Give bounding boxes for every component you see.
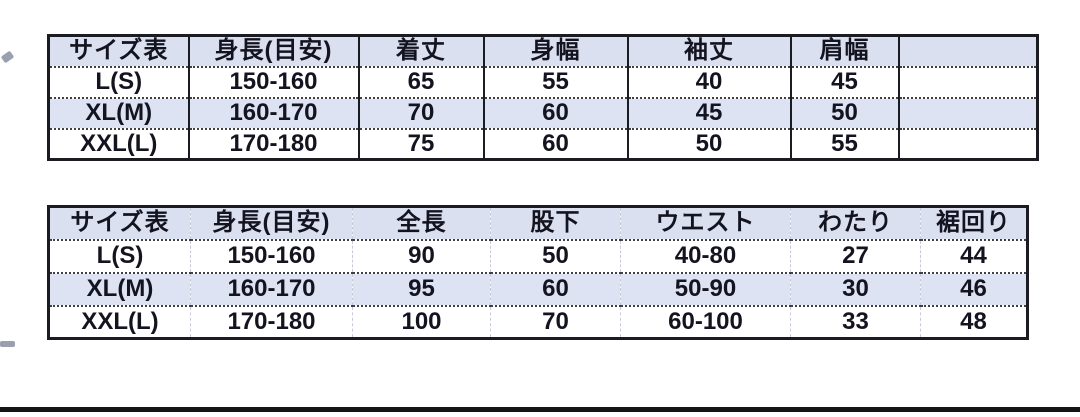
size-cell: L(S) [48, 65, 189, 98]
header-cell-shoulder-width: 肩幅 [789, 35, 899, 67]
value-cell: 75 [357, 127, 484, 160]
header-cell-hem: 裾回り [920, 206, 1028, 240]
value-cell: 65 [357, 65, 484, 98]
value-cell: 60 [482, 127, 628, 160]
header-cell-thigh: わたり [790, 206, 921, 240]
empty-cell [897, 127, 1038, 160]
table-row: XL(M) 160-170 70 60 45 50 [48, 96, 1038, 129]
size-cell: XXL(L) [48, 127, 189, 160]
header-cell-size: サイズ表 [70, 209, 170, 237]
value-cell: 170-180 [190, 304, 353, 339]
scan-artifact [0, 341, 15, 347]
value-cell: 170-180 [187, 127, 359, 160]
header-cell-empty [897, 35, 1038, 67]
header-cell-body-width: 身幅 [482, 35, 628, 67]
table-header-row: サイズ表 身長(目安) 着丈 身幅 袖丈 肩幅 [48, 35, 1038, 67]
value-cell: 60 [490, 271, 621, 306]
value-cell: 70 [357, 96, 484, 129]
table-row: XL(M) 160-170 95 60 50-90 30 46 [48, 271, 1028, 306]
value-cell: 95 [352, 271, 491, 306]
value-cell: 70 [490, 304, 621, 339]
value-cell: 50-90 [620, 271, 791, 306]
separator-line [0, 407, 1080, 412]
value-cell: 45 [789, 65, 899, 98]
tops-size-table: サイズ表 身長(目安) 着丈 身幅 袖丈 肩幅 L(S) 150-160 65 … [47, 34, 1039, 161]
value-cell: 50 [626, 127, 791, 160]
table-row: XXL(L) 170-180 100 70 60-100 33 48 [48, 304, 1028, 339]
value-cell: 27 [790, 238, 921, 273]
scan-artifact [0, 50, 15, 64]
header-cell-total-length: 全長 [352, 206, 491, 240]
header-cell-inseam: 股下 [490, 206, 621, 240]
value-cell: 160-170 [190, 271, 353, 306]
size-cell: XXL(L) [48, 304, 191, 339]
value-cell: 60-100 [620, 304, 791, 339]
value-cell: 30 [790, 271, 921, 306]
value-cell: 90 [352, 238, 491, 273]
value-cell: 100 [352, 304, 491, 339]
size-cell: XL(M) [48, 96, 189, 129]
header-cell-body-length: 着丈 [357, 35, 484, 67]
size-cell: L(S) [48, 238, 191, 273]
value-cell: 60 [482, 96, 628, 129]
value-cell: 150-160 [190, 238, 353, 273]
value-cell: 45 [626, 96, 791, 129]
value-cell: 50 [490, 238, 621, 273]
table-row: L(S) 150-160 65 55 40 45 [48, 65, 1038, 98]
value-cell: 40 [626, 65, 791, 98]
value-cell: 44 [920, 238, 1028, 273]
header-cell-height: 身長(目安) [187, 35, 359, 67]
value-cell: 150-160 [187, 65, 359, 98]
table-header-row: サイズ表 身長(目安) 全長 股下 ウエスト わたり 裾回り [48, 206, 1028, 240]
header-cell-size: サイズ表 [69, 37, 169, 65]
header-cell-waist: ウエスト [620, 206, 791, 240]
value-cell: 55 [482, 65, 628, 98]
size-cell: XL(M) [48, 271, 191, 306]
empty-cell [897, 65, 1038, 98]
value-cell: 55 [789, 127, 899, 160]
table-row: L(S) 150-160 90 50 40-80 27 44 [48, 238, 1028, 273]
value-cell: 160-170 [187, 96, 359, 129]
value-cell: 50 [789, 96, 899, 129]
header-cell-height: 身長(目安) [190, 206, 353, 240]
value-cell: 40-80 [620, 238, 791, 273]
value-cell: 48 [920, 304, 1028, 339]
value-cell: 33 [790, 304, 921, 339]
empty-cell [897, 96, 1038, 129]
value-cell: 46 [920, 271, 1028, 306]
table-row: XXL(L) 170-180 75 60 50 55 [48, 127, 1038, 160]
bottoms-size-table: サイズ表 身長(目安) 全長 股下 ウエスト わたり 裾回り L(S) 150-… [47, 205, 1029, 340]
header-cell-sleeve-length: 袖丈 [626, 35, 791, 67]
